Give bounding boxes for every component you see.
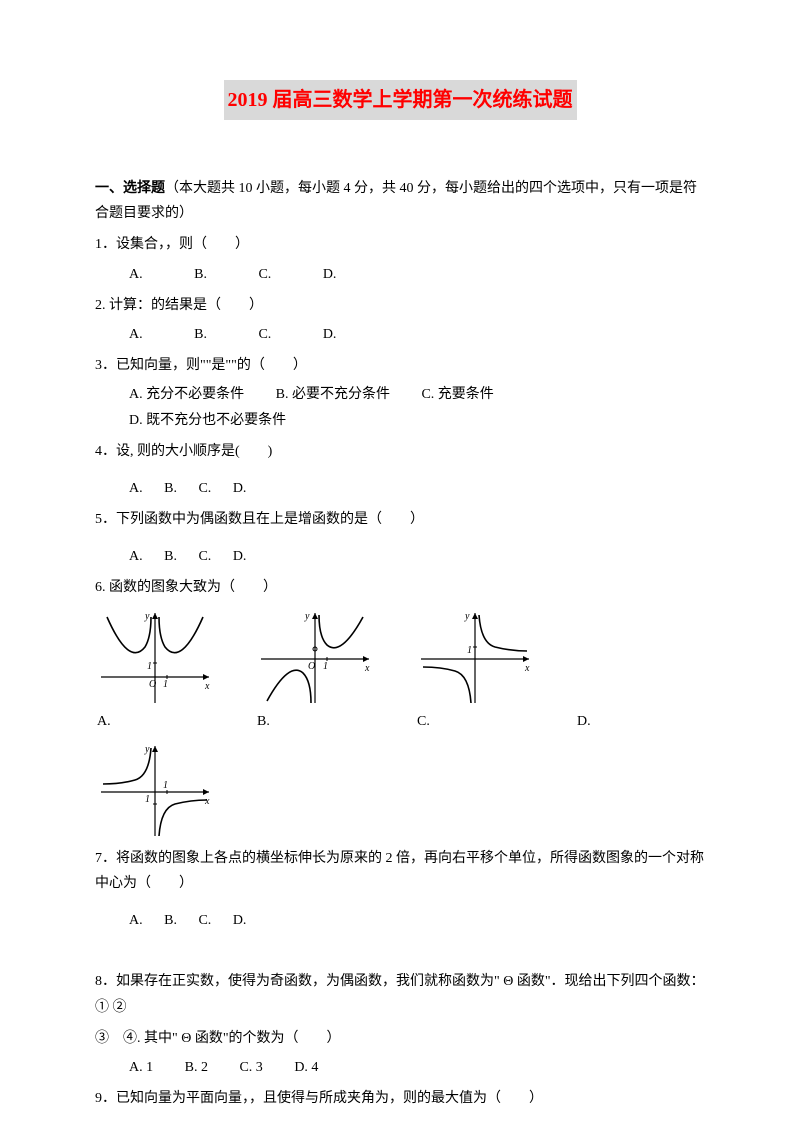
title-wrap: 2019 届高三数学上学期第一次统练试题 <box>95 80 705 148</box>
q5-opt-b: B. <box>164 544 177 569</box>
question-5: 5．下列函数中为偶函数且在上是增函数的是（ ） <box>95 507 705 532</box>
q4-opt-c: C. <box>198 476 211 501</box>
q2-opt-c: C. <box>258 322 271 347</box>
svg-text:x: x <box>364 663 370 674</box>
question-1-options: A. B. C. D. <box>95 262 705 287</box>
q3-opt-a: A. 充分不必要条件 <box>129 382 244 407</box>
q2-opt-d: D. <box>323 322 337 347</box>
question-2: 2. 计算：的结果是（ ） <box>95 293 705 318</box>
q7-opt-b: B. <box>164 908 177 933</box>
q6-graph-a: O 1 1 x y A. <box>95 607 215 734</box>
chart-c-icon: 1 x y <box>415 607 535 707</box>
section-1-heading-rest: （本大题共 10 小题，每小题 4 分，共 40 分，每小题给出的四个选项中，只… <box>95 181 697 221</box>
question-6: 6. 函数的图象大致为（ ） <box>95 575 705 600</box>
question-4-options: A. B. C. D. <box>95 476 705 501</box>
q7-opt-d: D. <box>233 908 247 933</box>
section-1-heading: 一、选择题（本大题共 10 小题，每小题 4 分，共 40 分，每小题给出的四个… <box>95 176 705 226</box>
q3-opt-d: D. 既不充分也不必要条件 <box>129 408 286 433</box>
svg-text:1: 1 <box>323 661 328 672</box>
svg-text:x: x <box>524 663 530 674</box>
question-9: 9．已知向量为平面向量，，且使得与所成夹角为，则的最大值为（ ） <box>95 1086 705 1111</box>
question-2-options: A. B. C. D. <box>95 322 705 347</box>
svg-text:O: O <box>149 679 156 690</box>
q1-opt-d: D. <box>323 262 337 287</box>
question-8-options: A. 1 B. 2 C. 3 D. 4 <box>95 1055 705 1080</box>
q1-opt-a: A. <box>129 262 143 287</box>
q5-opt-a: A. <box>129 544 143 569</box>
svg-text:1: 1 <box>163 679 168 690</box>
q5-opt-d: D. <box>233 544 247 569</box>
svg-text:y: y <box>144 744 150 755</box>
svg-text:1: 1 <box>163 780 168 791</box>
question-7-options: A. B. C. D. <box>95 908 705 933</box>
question-3: 3．已知向量，则""是""的（ ） <box>95 353 705 378</box>
svg-text:1: 1 <box>467 645 472 656</box>
q1-opt-b: B. <box>194 262 207 287</box>
q3-opt-c: C. 充要条件 <box>421 382 493 407</box>
page-title: 2019 届高三数学上学期第一次统练试题 <box>224 80 577 120</box>
svg-text:x: x <box>204 796 210 807</box>
q6-graph-b: O 1 x y B. <box>255 607 375 734</box>
svg-text:y: y <box>464 611 470 622</box>
question-5-options: A. B. C. D. <box>95 544 705 569</box>
q2-opt-b: B. <box>194 322 207 347</box>
svg-text:y: y <box>144 611 150 622</box>
q4-opt-d: D. <box>233 476 247 501</box>
q7-opt-a: A. <box>129 908 143 933</box>
q2-opt-a: A. <box>129 322 143 347</box>
q6-label-a: A. <box>95 709 111 734</box>
q6-graph-row-1: O 1 1 x y A. O 1 x y B. <box>95 607 705 734</box>
q6-label-d: D. <box>575 709 591 734</box>
svg-text:1: 1 <box>145 794 150 805</box>
q1-opt-c: C. <box>258 262 271 287</box>
q4-opt-a: A. <box>129 476 143 501</box>
q6-label-c: C. <box>415 709 430 734</box>
q7-opt-c: C. <box>198 908 211 933</box>
svg-text:O: O <box>308 661 315 672</box>
q8-opt-a: A. 1 <box>129 1055 153 1080</box>
q6-label-b: B. <box>255 709 270 734</box>
svg-text:y: y <box>304 611 310 622</box>
q6-graph-row-2: 1 1 x y <box>95 740 705 840</box>
section-1-heading-bold: 一、选择题 <box>95 181 165 196</box>
chart-a-icon: O 1 1 x y <box>95 607 215 707</box>
q6-graph-c: 1 x y C. <box>415 607 535 734</box>
q6-label-d-placeholder: D. <box>575 707 591 734</box>
q3-opt-b: B. 必要不充分条件 <box>276 382 390 407</box>
q5-opt-c: C. <box>198 544 211 569</box>
q8-opt-c: C. 3 <box>239 1055 262 1080</box>
chart-b-icon: O 1 x y <box>255 607 375 707</box>
q8-opt-b: B. 2 <box>185 1055 208 1080</box>
question-8-line2: ③ ④. 其中" Θ 函数"的个数为（ ） <box>95 1026 705 1051</box>
q6-graph-d: 1 1 x y <box>95 740 215 840</box>
question-1: 1．设集合，，则（ ） <box>95 232 705 257</box>
question-4: 4．设, 则的大小顺序是( ) <box>95 439 705 464</box>
question-3-options: A. 充分不必要条件 B. 必要不充分条件 C. 充要条件 D. 既不充分也不必… <box>95 382 705 432</box>
svg-text:1: 1 <box>147 661 152 672</box>
q8-opt-d: D. 4 <box>294 1055 318 1080</box>
q4-opt-b: B. <box>164 476 177 501</box>
question-7: 7．将函数的图象上各点的横坐标伸长为原来的 2 倍，再向右平移个单位，所得函数图… <box>95 846 705 896</box>
question-8-line1: 8．如果存在正实数，使得为奇函数，为偶函数，我们就称函数为" Θ 函数"．现给出… <box>95 969 705 1019</box>
svg-text:x: x <box>204 681 210 692</box>
chart-d-icon: 1 1 x y <box>95 740 215 840</box>
